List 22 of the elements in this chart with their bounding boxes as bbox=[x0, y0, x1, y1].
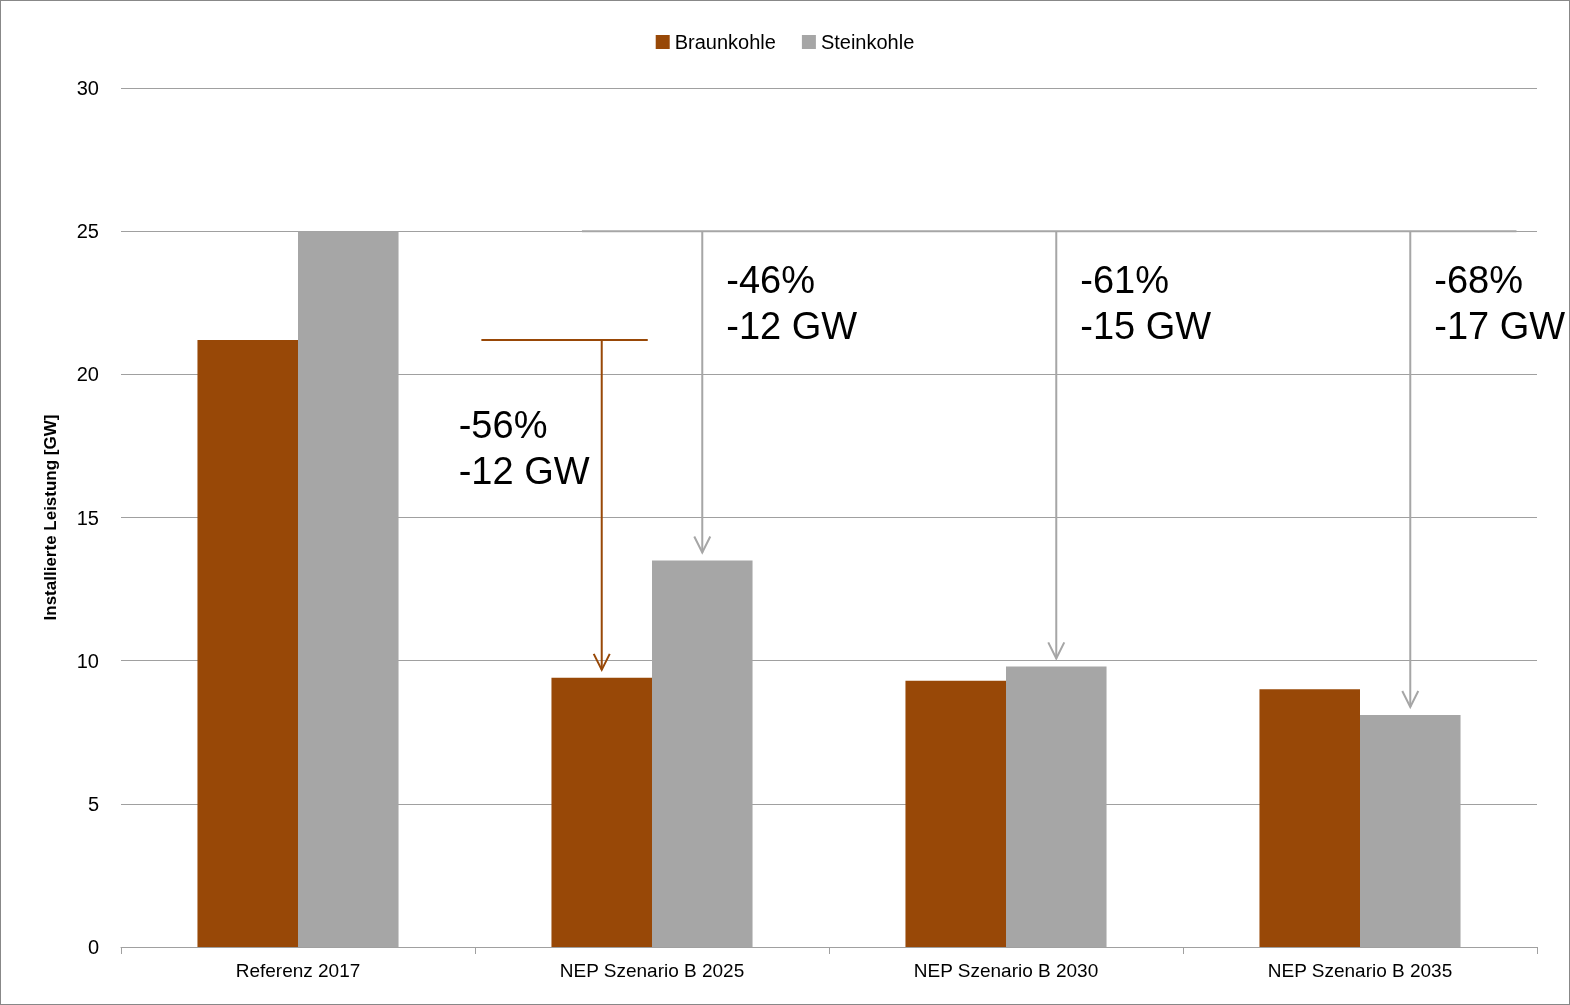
y-tick-label: 25 bbox=[76, 220, 99, 243]
x-tick-label: NEP Szenario B 2035 bbox=[1267, 960, 1453, 981]
bar bbox=[197, 339, 298, 947]
y-tick-label: 20 bbox=[76, 363, 99, 386]
x-tick-label: NEP Szenario B 2030 bbox=[913, 960, 1099, 981]
x-tick-label: Referenz 2017 bbox=[235, 960, 361, 981]
annotation: -61% -15 GW bbox=[1080, 258, 1212, 350]
bar bbox=[1259, 689, 1360, 947]
annotation: -68% -17 GW bbox=[1434, 258, 1566, 350]
legend-label: Braunkohle bbox=[674, 31, 776, 53]
bar bbox=[905, 680, 1006, 947]
y-axis-title: Installierte Leistung [GW] bbox=[41, 414, 60, 621]
annotation: -56% -12 GW bbox=[458, 402, 590, 494]
y-tick-label: 30 bbox=[76, 77, 99, 99]
x-tick-label: NEP Szenario B 2025 bbox=[559, 960, 745, 981]
legend-label: Steinkohle bbox=[820, 31, 915, 53]
y-tick-label: 5 bbox=[87, 792, 99, 815]
y-tick-label: 15 bbox=[76, 506, 99, 529]
y-tick-label: 0 bbox=[87, 936, 99, 958]
bar bbox=[551, 677, 652, 947]
annotation: -46% -12 GW bbox=[726, 258, 858, 350]
y-tick-label: 10 bbox=[76, 649, 99, 672]
